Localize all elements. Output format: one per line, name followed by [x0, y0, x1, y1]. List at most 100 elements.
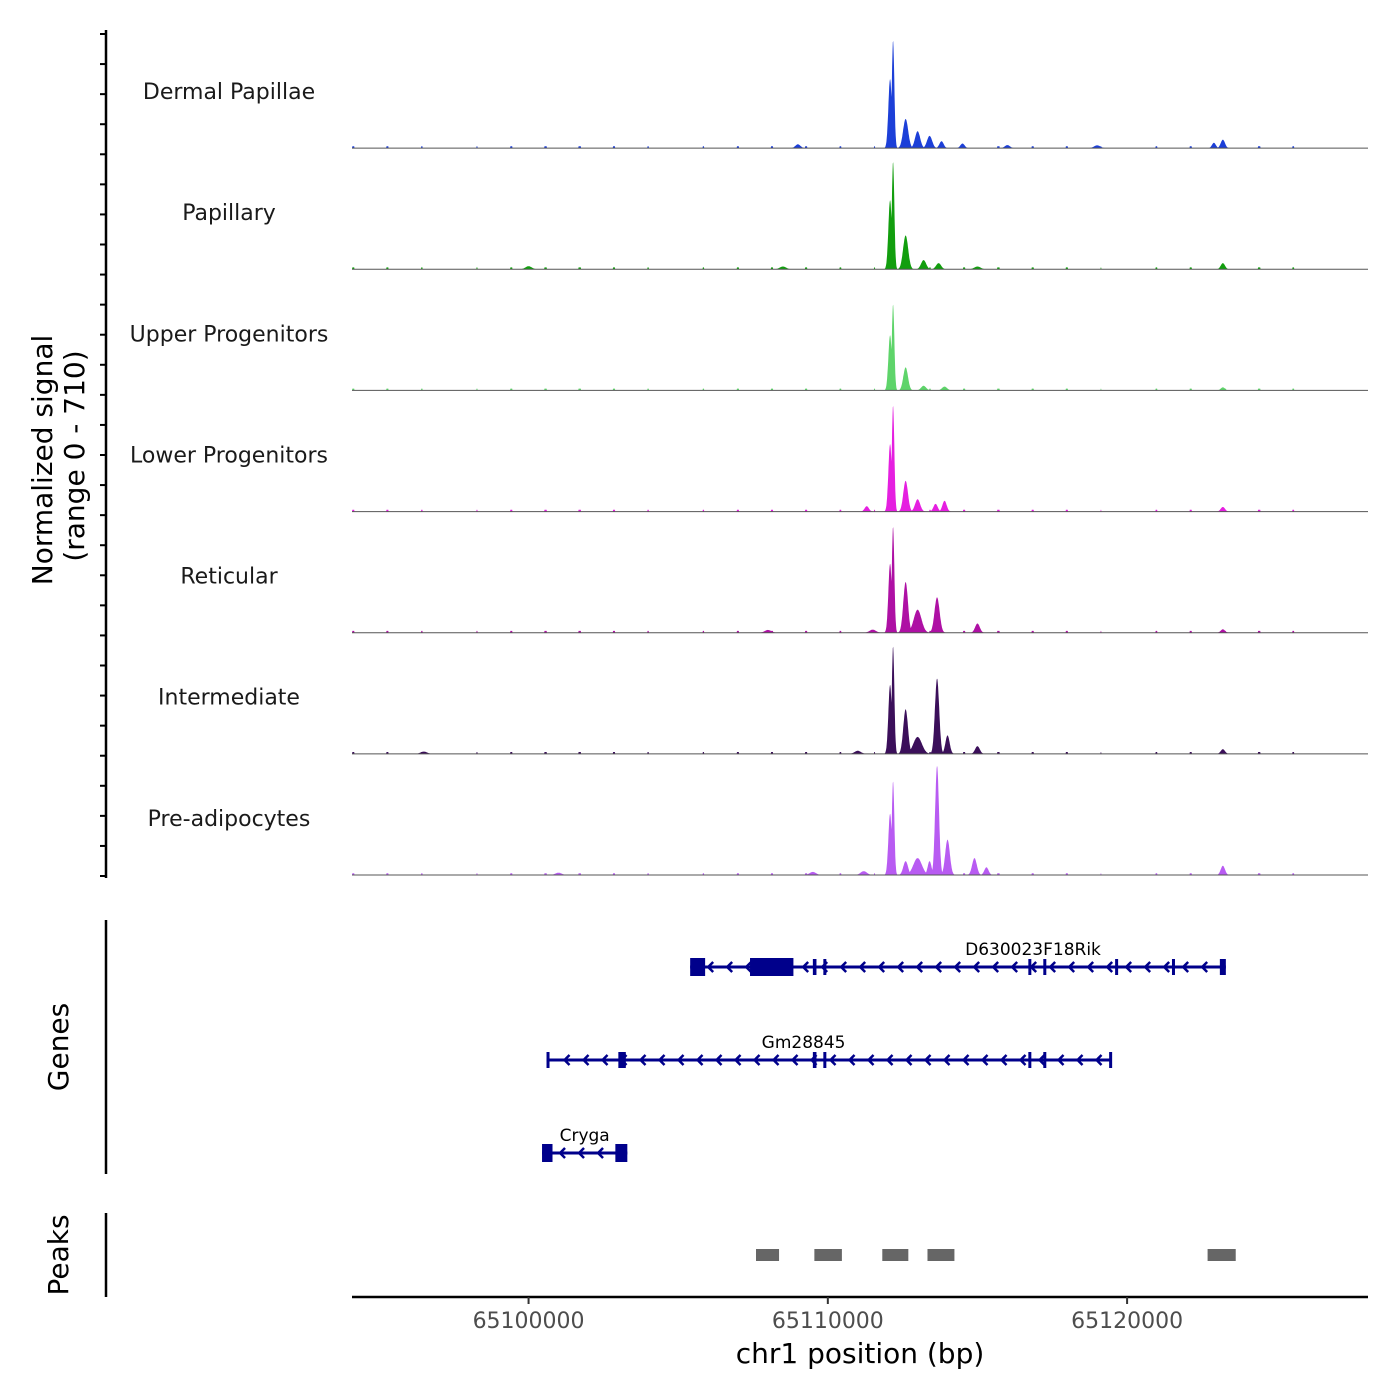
gene: Cryga: [542, 1126, 628, 1162]
track-label: Papillary: [182, 201, 276, 226]
track-label: Reticular: [180, 565, 278, 590]
gene-exon: [1109, 1052, 1113, 1068]
strand-arrow-icon: [934, 961, 943, 973]
track-label: Pre-adipocytes: [148, 807, 311, 832]
strand-arrow-icon: [877, 961, 886, 973]
strand-arrow-icon: [972, 961, 981, 973]
coverage-track: Dermal Papillae: [143, 41, 1368, 149]
strand-arrow-icon: [733, 1054, 742, 1066]
gene-exon: [1171, 959, 1175, 975]
strand-arrow-icon: [676, 1054, 685, 1066]
strand-arrow-icon: [953, 961, 962, 973]
coverage-track: Intermediate: [158, 646, 1368, 755]
y-axis-title-line-2: (range 0 - 710): [58, 350, 91, 561]
genes-track: D630023F18Rik Gm28845 Cryga: [542, 940, 1226, 1162]
strand-arrow-icon: [896, 961, 905, 973]
strand-arrow-icon: [866, 1054, 875, 1066]
gene-exon: [1043, 959, 1047, 975]
coverage-track: Pre-adipocytes: [148, 765, 1368, 876]
coverage-track: Papillary: [182, 162, 1368, 270]
strand-arrow-icon: [1094, 1054, 1103, 1066]
coverage-area: [352, 304, 1368, 391]
x-axis: 65100000 65110000 65120000: [352, 1295, 1368, 1334]
strand-arrow-icon: [999, 1054, 1008, 1066]
strand-arrow-icon: [714, 1054, 723, 1066]
peak-region: [756, 1249, 780, 1261]
strand-arrow-icon: [581, 1054, 590, 1066]
strand-arrow-icon: [828, 1054, 837, 1066]
gene-exon: [812, 1052, 817, 1068]
genes-track-label: Genes: [42, 1003, 75, 1091]
coverage-area: [352, 646, 1368, 754]
strand-arrow-icon: [657, 1054, 666, 1066]
strand-arrow-icon: [1086, 961, 1095, 973]
strand-arrow-icon: [1181, 961, 1190, 973]
track-label: Intermediate: [158, 686, 300, 711]
strand-arrow-icon: [695, 1054, 704, 1066]
strand-arrow-icon: [915, 961, 924, 973]
strand-arrow-icon: [942, 1054, 951, 1066]
strand-arrow-icon: [577, 1147, 585, 1159]
strand-arrow-icon: [600, 1054, 609, 1066]
strand-arrow-icon: [1010, 961, 1019, 973]
gene-exon: [690, 958, 706, 976]
gene-exon: [1028, 959, 1032, 975]
strand-arrow-icon: [706, 961, 715, 973]
peak-region: [814, 1249, 842, 1261]
gene-exon: [542, 1144, 553, 1162]
coverage-track: Lower Progenitors: [130, 406, 1368, 513]
strand-arrow-icon: [1200, 961, 1209, 973]
coverage-area: [352, 41, 1368, 149]
gene-exon: [823, 1052, 827, 1068]
gene-exon: [1219, 959, 1226, 975]
gene: D630023F18Rik: [690, 940, 1226, 976]
strand-arrow-icon: [923, 1054, 932, 1066]
gene-label: D630023F18Rik: [965, 940, 1101, 960]
strand-arrow-icon: [744, 961, 753, 973]
track-label: Lower Progenitors: [130, 443, 328, 468]
strand-arrow-icon: [858, 961, 867, 973]
strand-arrow-icon: [1056, 1054, 1065, 1066]
strand-arrow-icon: [1037, 1054, 1046, 1066]
gene-exon: [618, 1052, 626, 1068]
track-label: Upper Progenitors: [130, 322, 329, 347]
gene: Gm28845: [546, 1033, 1113, 1068]
strand-arrow-icon: [1048, 961, 1057, 973]
strand-arrow-icon: [752, 1054, 761, 1066]
peak-region: [927, 1249, 955, 1261]
peaks-track-label: Peaks: [42, 1214, 75, 1295]
x-tick-label: 65120000: [1071, 1309, 1183, 1334]
gene-label: Gm28845: [762, 1033, 846, 1053]
peaks-track: [756, 1249, 1236, 1261]
gene-exon: [750, 958, 794, 976]
strand-arrow-icon: [1105, 961, 1114, 973]
x-tick-label: 65110000: [772, 1309, 884, 1334]
strand-arrow-icon: [904, 1054, 913, 1066]
y-axis-title-line-1: Normalized signal: [26, 335, 59, 586]
strand-arrow-icon: [1018, 1054, 1027, 1066]
strand-arrow-icon: [562, 1054, 571, 1066]
coverage-area: [352, 406, 1368, 512]
coverage-area: [352, 162, 1368, 270]
strand-arrow-icon: [1124, 961, 1133, 973]
y-axis-title: Normalized signal (range 0 - 710): [26, 335, 91, 586]
x-tick-label: 65100000: [473, 1309, 585, 1334]
strand-arrow-icon: [725, 961, 734, 973]
strand-arrow-icon: [1075, 1054, 1084, 1066]
strand-arrow-icon: [885, 1054, 894, 1066]
strand-arrow-icon: [839, 961, 848, 973]
strand-arrow-icon: [771, 1054, 780, 1066]
gene-exon: [823, 959, 827, 975]
gene-exon: [615, 1144, 628, 1162]
coverage-y-axis: [100, 30, 108, 878]
strand-arrow-icon: [1067, 961, 1076, 973]
peak-region: [1207, 1249, 1236, 1261]
strand-arrow-icon: [558, 1147, 566, 1159]
coverage-track: Reticular: [180, 527, 1368, 634]
gene-exon: [546, 1052, 550, 1068]
coverage-tracks: Dermal Papillae Papillary Upper Progenitor…: [130, 41, 1368, 876]
strand-arrow-icon: [1162, 961, 1171, 973]
coverage-area: [352, 765, 1368, 875]
gene-exon: [1028, 1052, 1032, 1068]
